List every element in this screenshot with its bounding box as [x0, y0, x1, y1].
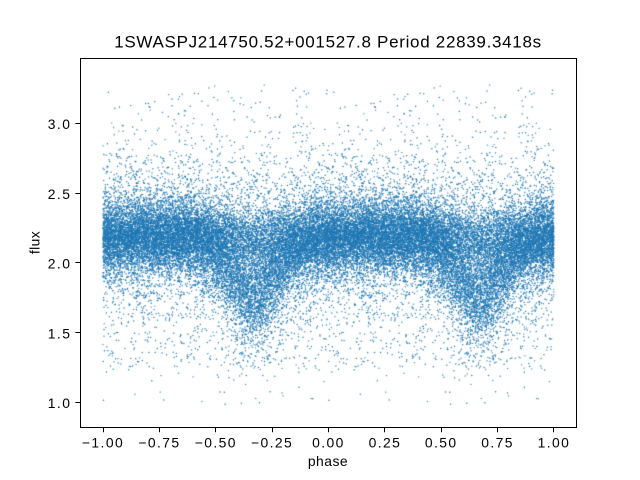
svg-text:−0.50: −0.50 [195, 435, 237, 451]
svg-text:flux: flux [27, 231, 43, 254]
svg-text:1SWASPJ214750.52+001527.8 Peri: 1SWASPJ214750.52+001527.8 Period 22839.3… [114, 32, 542, 51]
svg-text:−0.75: −0.75 [138, 435, 180, 451]
svg-text:0.00: 0.00 [312, 435, 345, 451]
svg-text:−0.25: −0.25 [251, 435, 293, 451]
svg-text:phase: phase [308, 453, 348, 469]
svg-text:1.5: 1.5 [48, 325, 72, 341]
svg-text:2.5: 2.5 [48, 186, 72, 202]
svg-text:3.0: 3.0 [48, 116, 72, 132]
svg-text:0.75: 0.75 [481, 435, 514, 451]
svg-text:0.50: 0.50 [425, 435, 458, 451]
svg-text:2.0: 2.0 [48, 256, 72, 272]
svg-text:−1.00: −1.00 [82, 435, 124, 451]
svg-text:1.00: 1.00 [538, 435, 571, 451]
svg-text:1.0: 1.0 [48, 395, 72, 411]
svg-text:0.25: 0.25 [369, 435, 402, 451]
